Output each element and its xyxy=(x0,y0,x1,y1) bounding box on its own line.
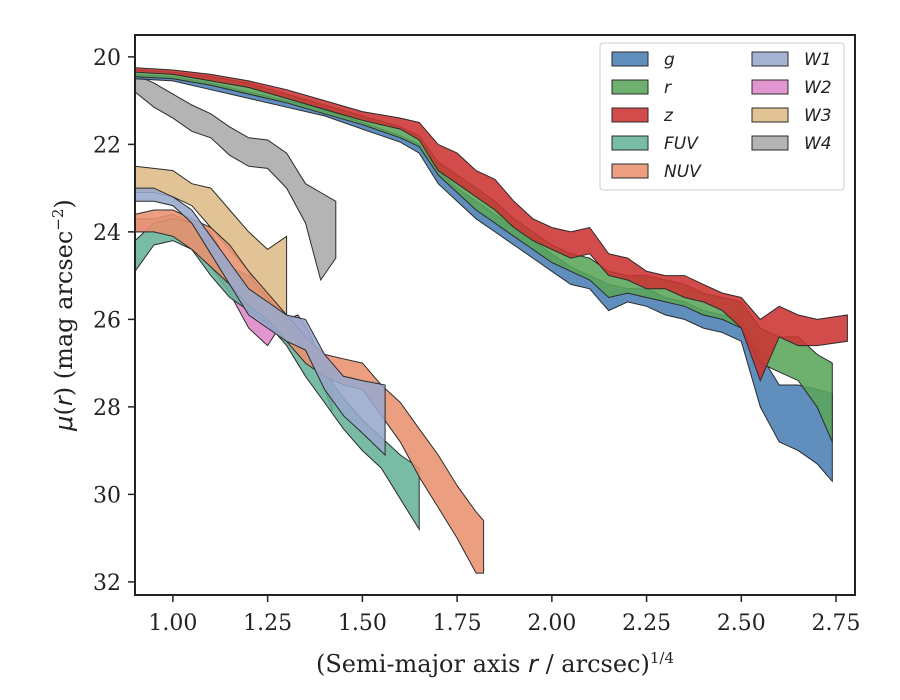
profile-bands xyxy=(134,67,848,574)
x-tick-label: 2.00 xyxy=(527,611,576,636)
legend-swatch-z xyxy=(611,107,649,123)
legend-swatch-FUV xyxy=(611,135,649,151)
y-axis-ticks: 20 22 24 26 28 30 32 xyxy=(93,46,135,596)
y-axis-label: μ(r) (mag arcsec−2) xyxy=(49,199,78,432)
x-tick-label: 1.50 xyxy=(338,611,387,636)
y-tick-label: 22 xyxy=(93,133,121,158)
legend-label-W2: W2 xyxy=(804,78,832,98)
x-axis-ticks: 1.00 1.25 1.50 1.75 2.00 2.25 2.50 2.75 xyxy=(148,595,861,636)
legend-swatch-NUV xyxy=(611,163,649,179)
legend-label-g: g xyxy=(664,50,675,70)
x-tick-label: 2.50 xyxy=(717,611,766,636)
legend-swatch-W1 xyxy=(751,51,789,67)
legend: grz FUV NUV W1 W2 W3 W4 xyxy=(599,42,845,191)
y-tick-label: 24 xyxy=(93,221,121,246)
band-W4 xyxy=(134,73,337,282)
plot-frame xyxy=(134,34,856,596)
legend-label-r: r xyxy=(664,78,672,98)
x-axis-label: (Semi-major axis r / arcsec)1/4 xyxy=(316,649,674,678)
legend-label-W1: W1 xyxy=(804,50,832,70)
x-tick-label: 2.75 xyxy=(812,611,861,636)
legend-label-FUV: FUV xyxy=(664,134,699,154)
legend-swatch-r xyxy=(611,79,649,95)
legend-label-z: z xyxy=(663,106,674,126)
legend-swatch-W3 xyxy=(751,107,789,123)
x-tick-label: 2.25 xyxy=(622,611,671,636)
y-tick-label: 32 xyxy=(93,571,121,596)
band-z xyxy=(134,67,848,382)
legend-swatch-g xyxy=(611,51,649,67)
y-tick-label: 20 xyxy=(93,46,121,71)
legend-swatch-W4 xyxy=(751,135,789,151)
y-tick-label: 26 xyxy=(93,308,121,333)
y-tick-label: 28 xyxy=(93,396,121,421)
legend-label-NUV: NUV xyxy=(664,162,702,182)
band-W1 xyxy=(134,187,386,457)
x-tick-label: 1.00 xyxy=(148,611,197,636)
y-tick-label: 30 xyxy=(93,483,121,508)
x-tick-label: 1.25 xyxy=(243,611,292,636)
x-tick-label: 1.75 xyxy=(433,611,482,636)
legend-swatch-W2 xyxy=(751,79,789,95)
legend-label-W3: W3 xyxy=(804,106,832,126)
legend-label-W4: W4 xyxy=(804,134,832,154)
